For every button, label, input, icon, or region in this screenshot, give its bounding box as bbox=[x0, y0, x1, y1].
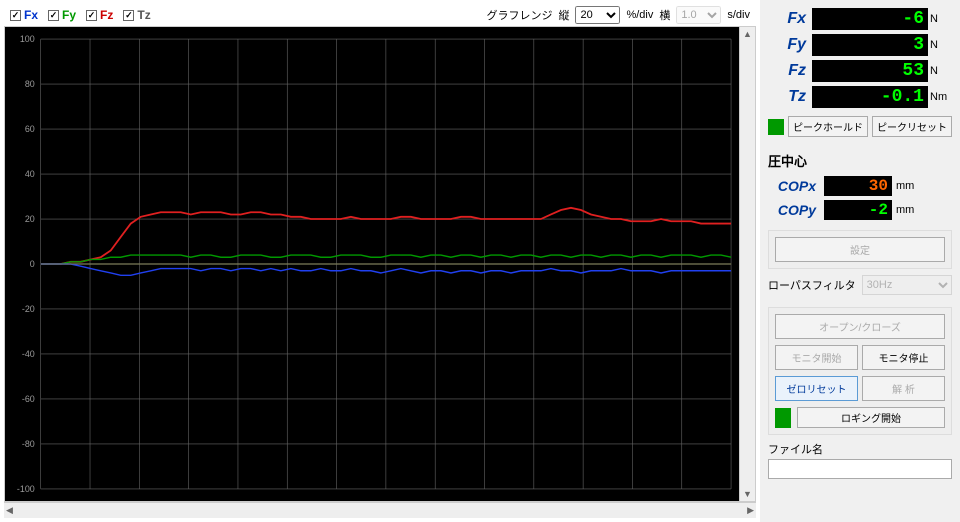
legend-label: Fy bbox=[62, 8, 76, 22]
lpf-select[interactable]: 30Hz bbox=[862, 275, 952, 295]
chart-svg: -100 -80 -60 -40 -20 0 20 40 60 80 100 bbox=[5, 27, 739, 501]
legend-label: Fx bbox=[24, 8, 38, 22]
analysis-button[interactable]: 解 析 bbox=[862, 376, 945, 401]
svg-text:-60: -60 bbox=[22, 394, 35, 404]
svg-text:-40: -40 bbox=[22, 349, 35, 359]
open-close-button[interactable]: オープン/クローズ bbox=[775, 314, 945, 339]
svg-text:-100: -100 bbox=[17, 484, 35, 494]
legend-checkbox-icon[interactable]: ✓ bbox=[86, 10, 97, 21]
chart-hscrollbar[interactable] bbox=[4, 502, 756, 518]
cop-row-copx: COPx 30 mm bbox=[768, 174, 952, 198]
peak-indicator bbox=[768, 119, 784, 135]
zero-reset-button[interactable]: ゼロリセット bbox=[775, 376, 858, 401]
range-controls: グラフレンジ 縦 20 %/div 横 1.0 s/div bbox=[486, 6, 750, 24]
chart-area: -100 -80 -60 -40 -20 0 20 40 60 80 100 bbox=[5, 27, 739, 501]
svg-text:40: 40 bbox=[25, 169, 35, 179]
readout-label: Fx bbox=[768, 10, 812, 28]
svg-text:20: 20 bbox=[25, 214, 35, 224]
range-vert-prefix: 縦 bbox=[558, 7, 569, 23]
readout-value: -6 bbox=[812, 8, 928, 30]
log-indicator bbox=[775, 408, 791, 428]
readout-label: Fz bbox=[768, 62, 812, 80]
peak-hold-button[interactable]: ピークホールド bbox=[788, 116, 868, 137]
control-group: オープン/クローズ モニタ開始 モニタ停止 ゼロリセット 解 析 ロギング開始 bbox=[768, 307, 952, 435]
range-label: グラフレンジ bbox=[486, 7, 552, 23]
settings-group: 設定 bbox=[768, 230, 952, 269]
cop-label: COPx bbox=[768, 178, 824, 194]
readout-unit: N bbox=[928, 65, 952, 77]
legend-checkbox-icon[interactable]: ✓ bbox=[123, 10, 134, 21]
readout-unit: Nm bbox=[928, 91, 952, 103]
readout-value: 53 bbox=[812, 60, 928, 82]
readout-value: -0.1 bbox=[812, 86, 928, 108]
chart-wrap: -100 -80 -60 -40 -20 0 20 40 60 80 100 bbox=[4, 26, 756, 502]
legend-item-fx[interactable]: ✓Fx bbox=[10, 8, 38, 22]
main-panel: ✓Fx✓Fy✓Fz✓Tz グラフレンジ 縦 20 %/div 横 1.0 s/d… bbox=[0, 0, 760, 522]
settings-button[interactable]: 設定 bbox=[775, 237, 945, 262]
legend-label: Tz bbox=[137, 8, 150, 22]
cop-row-copy: COPy -2 mm bbox=[768, 198, 952, 222]
lpf-label: ローパスフィルタ bbox=[768, 277, 856, 293]
range-horiz-select[interactable]: 1.0 bbox=[676, 6, 721, 24]
svg-text:-20: -20 bbox=[22, 304, 35, 314]
monitor-start-button[interactable]: モニタ開始 bbox=[775, 345, 858, 370]
chart-vscrollbar[interactable] bbox=[739, 27, 755, 501]
legend-group: ✓Fx✓Fy✓Fz✓Tz bbox=[10, 8, 151, 22]
readout-unit: N bbox=[928, 39, 952, 51]
readout-label: Tz bbox=[768, 88, 812, 106]
legend-checkbox-icon[interactable]: ✓ bbox=[48, 10, 59, 21]
filename-input[interactable] bbox=[768, 459, 952, 479]
readout-unit: N bbox=[928, 13, 952, 25]
legend-item-tz[interactable]: ✓Tz bbox=[123, 8, 150, 22]
lpf-row: ローパスフィルタ 30Hz bbox=[768, 271, 952, 299]
cop-unit: mm bbox=[892, 180, 914, 192]
readout-row-fy: Fy 3 N bbox=[768, 32, 952, 58]
range-vert-select[interactable]: 20 bbox=[575, 6, 620, 24]
range-vert-unit: %/div bbox=[626, 9, 653, 21]
readout-row-tz: Tz -0.1 Nm bbox=[768, 84, 952, 110]
range-horiz-unit: s/div bbox=[727, 9, 750, 21]
file-row: ファイル名 bbox=[768, 441, 952, 479]
svg-text:60: 60 bbox=[25, 124, 35, 134]
svg-text:-80: -80 bbox=[22, 439, 35, 449]
svg-text:0: 0 bbox=[30, 259, 35, 269]
cop-unit: mm bbox=[892, 204, 914, 216]
readout-label: Fy bbox=[768, 36, 812, 54]
cop-label: COPy bbox=[768, 202, 824, 218]
legend-item-fy[interactable]: ✓Fy bbox=[48, 8, 76, 22]
peak-row: ピークホールド ピークリセット bbox=[768, 116, 952, 137]
legend-checkbox-icon[interactable]: ✓ bbox=[10, 10, 21, 21]
filename-label: ファイル名 bbox=[768, 441, 952, 457]
cop-value: -2 bbox=[824, 200, 892, 220]
legend-item-fz[interactable]: ✓Fz bbox=[86, 8, 113, 22]
readout-value: 3 bbox=[812, 34, 928, 56]
readout-row-fx: Fx -6 N bbox=[768, 6, 952, 32]
range-horiz-prefix: 横 bbox=[659, 7, 670, 23]
cop-title: 圧中心 bbox=[768, 151, 952, 170]
svg-text:80: 80 bbox=[25, 79, 35, 89]
readout-row-fz: Fz 53 N bbox=[768, 58, 952, 84]
peak-reset-button[interactable]: ピークリセット bbox=[872, 116, 952, 137]
svg-text:100: 100 bbox=[20, 34, 35, 44]
chart-header: ✓Fx✓Fy✓Fz✓Tz グラフレンジ 縦 20 %/div 横 1.0 s/d… bbox=[4, 4, 756, 26]
side-panel: Fx -6 NFy 3 NFz 53 NTz -0.1 Nm ピークホールド ピ… bbox=[760, 0, 960, 522]
cop-value: 30 bbox=[824, 176, 892, 196]
log-start-button[interactable]: ロギング開始 bbox=[797, 407, 945, 428]
legend-label: Fz bbox=[100, 8, 113, 22]
monitor-stop-button[interactable]: モニタ停止 bbox=[862, 345, 945, 370]
